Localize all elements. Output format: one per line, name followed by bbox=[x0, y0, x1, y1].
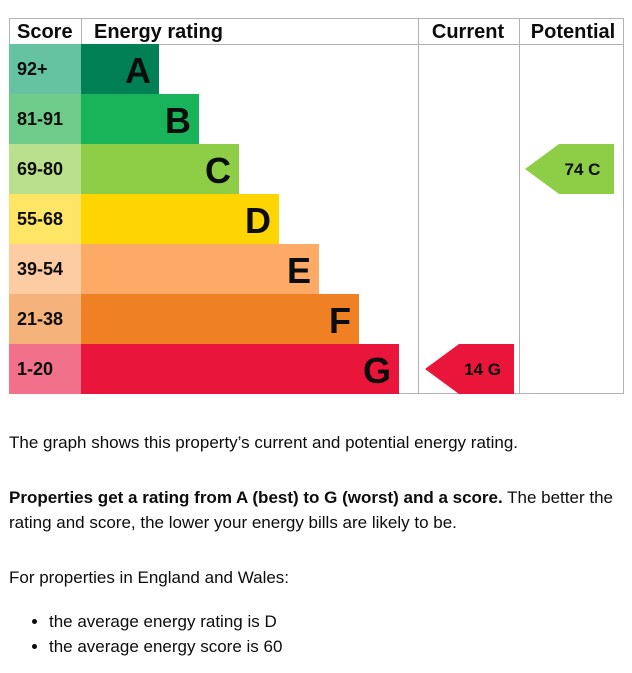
rating-letter-a: A bbox=[125, 50, 151, 91]
rating-explanation-bold: Properties get a rating from A (best) to… bbox=[9, 488, 503, 507]
chart-description: The graph shows this property’s current … bbox=[9, 433, 519, 452]
score-cell-g bbox=[9, 344, 81, 394]
epc-chart: 92+ A81-91 B69-80 C55-68 D39-54 E21-38 F1-20 G … bbox=[9, 18, 624, 394]
score-range-d: 55-68 bbox=[17, 209, 63, 229]
score-range-e: 39-54 bbox=[17, 259, 63, 279]
score-range-b: 81-91 bbox=[17, 109, 63, 129]
header-energy-rating: Energy rating bbox=[94, 21, 223, 43]
header-potential: Potential bbox=[531, 21, 615, 43]
score-range-c: 69-80 bbox=[17, 159, 63, 179]
rating-letter-c: C bbox=[205, 150, 231, 191]
rating-bar-f bbox=[81, 294, 359, 344]
rating-bar-a bbox=[81, 44, 159, 94]
chart-headers: Score Energy rating Current Potential bbox=[17, 21, 615, 43]
rating-letter-e: E bbox=[287, 250, 311, 291]
header-score: Score bbox=[17, 21, 73, 43]
score-range-a: 92+ bbox=[17, 59, 48, 79]
score-cell-a bbox=[9, 44, 81, 94]
score-range-f: 21-38 bbox=[17, 309, 63, 329]
rating-letter-d: D bbox=[245, 200, 271, 241]
rating-markers: 14 G 74 C bbox=[425, 144, 614, 394]
rating-bar-g bbox=[81, 344, 399, 394]
current-rating-arrow bbox=[425, 344, 514, 394]
rating-bar-c bbox=[81, 144, 239, 194]
rating-letter-f: F bbox=[329, 300, 351, 341]
score-cell-d bbox=[9, 194, 81, 244]
rating-bar-e bbox=[81, 244, 319, 294]
rating-bar-d bbox=[81, 194, 279, 244]
region-note: For properties in England and Wales: bbox=[9, 568, 290, 587]
rating-explanation: Properties get a rating from A (best) to… bbox=[9, 485, 624, 535]
score-cell-c bbox=[9, 144, 81, 194]
rating-letter-b: B bbox=[165, 100, 191, 141]
potential-rating-label: 74 C bbox=[565, 160, 601, 179]
fact-average-rating: the average energy rating is D bbox=[49, 609, 282, 634]
current-rating-label: 14 G bbox=[464, 360, 501, 379]
header-current: Current bbox=[432, 21, 505, 43]
potential-rating-arrow bbox=[525, 144, 614, 194]
rating-bands: 92+ A 81-91 B 69-80 C 55-68 D 39-54 E 21-38 F 1-20 G bbox=[9, 44, 399, 394]
score-cell-b bbox=[9, 94, 81, 144]
rating-letter-g: G bbox=[363, 350, 391, 391]
score-cell-e bbox=[9, 244, 81, 294]
score-cell-f bbox=[9, 294, 81, 344]
fact-average-score: the average energy score is 60 bbox=[49, 634, 282, 659]
rating-bar-b bbox=[81, 94, 199, 144]
score-range-g: 1-20 bbox=[17, 359, 53, 379]
rating-explanation-rest: The better the rating and score, the low… bbox=[9, 488, 613, 532]
average-facts-list: the average energy rating is D the avera… bbox=[9, 609, 282, 659]
